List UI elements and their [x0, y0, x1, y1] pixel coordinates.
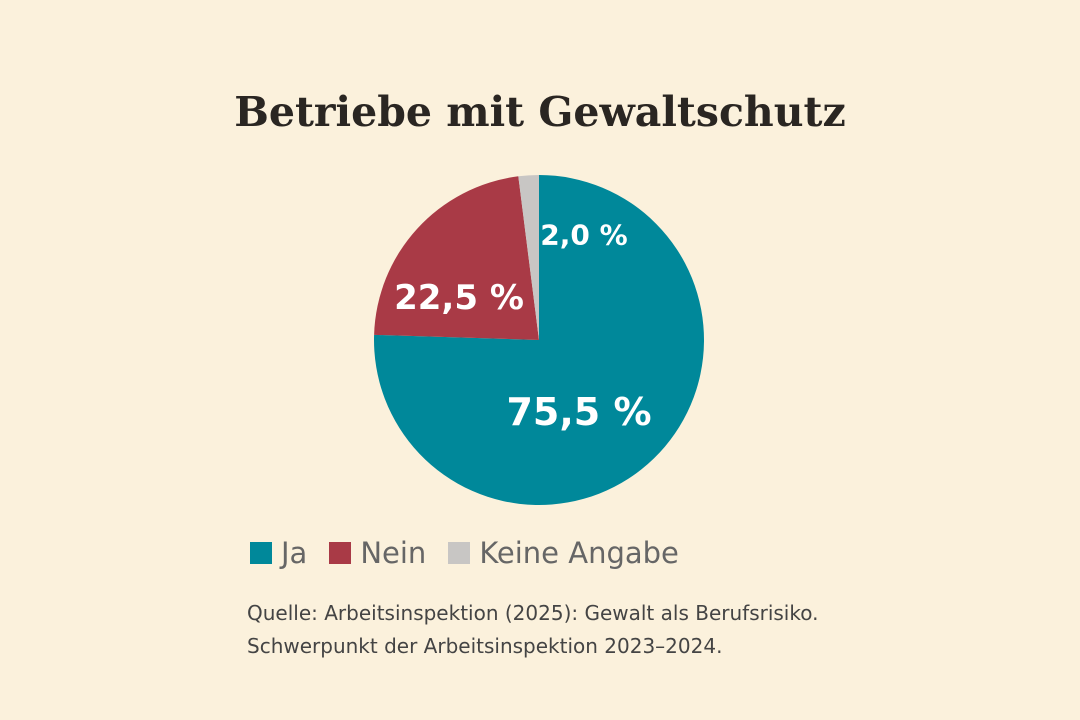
- legend-swatch: [250, 542, 272, 564]
- legend-item-nein: Nein: [329, 536, 426, 570]
- pie-slice-nein: [374, 176, 539, 340]
- legend-swatch: [329, 542, 352, 564]
- chart-title: Betriebe mit Gewaltschutz: [234, 88, 846, 136]
- legend: Ja Nein Keine Angabe: [250, 536, 701, 570]
- legend-label: Nein: [360, 536, 427, 570]
- source-line-2: Schwerpunkt der Arbeitsinspektion 2023–2…: [247, 634, 723, 658]
- slice-label-nein: 22,5 %: [394, 278, 524, 318]
- legend-item-keine-angabe: Keine Angabe: [448, 536, 679, 570]
- source-line-1: Quelle: Arbeitsinspektion (2025): Gewalt…: [247, 601, 819, 625]
- source-note: Quelle: Arbeitsinspektion (2025): Gewalt…: [247, 597, 818, 663]
- slice-label-keine-angabe: 2,0 %: [540, 218, 628, 252]
- legend-item-ja: Ja: [250, 536, 307, 570]
- legend-label: Keine Angabe: [479, 536, 679, 570]
- pie-slice-keine-angabe: [518, 175, 539, 340]
- legend-label: Ja: [281, 536, 308, 570]
- legend-swatch: [448, 542, 471, 564]
- slice-label-ja: 75,5 %: [506, 390, 652, 434]
